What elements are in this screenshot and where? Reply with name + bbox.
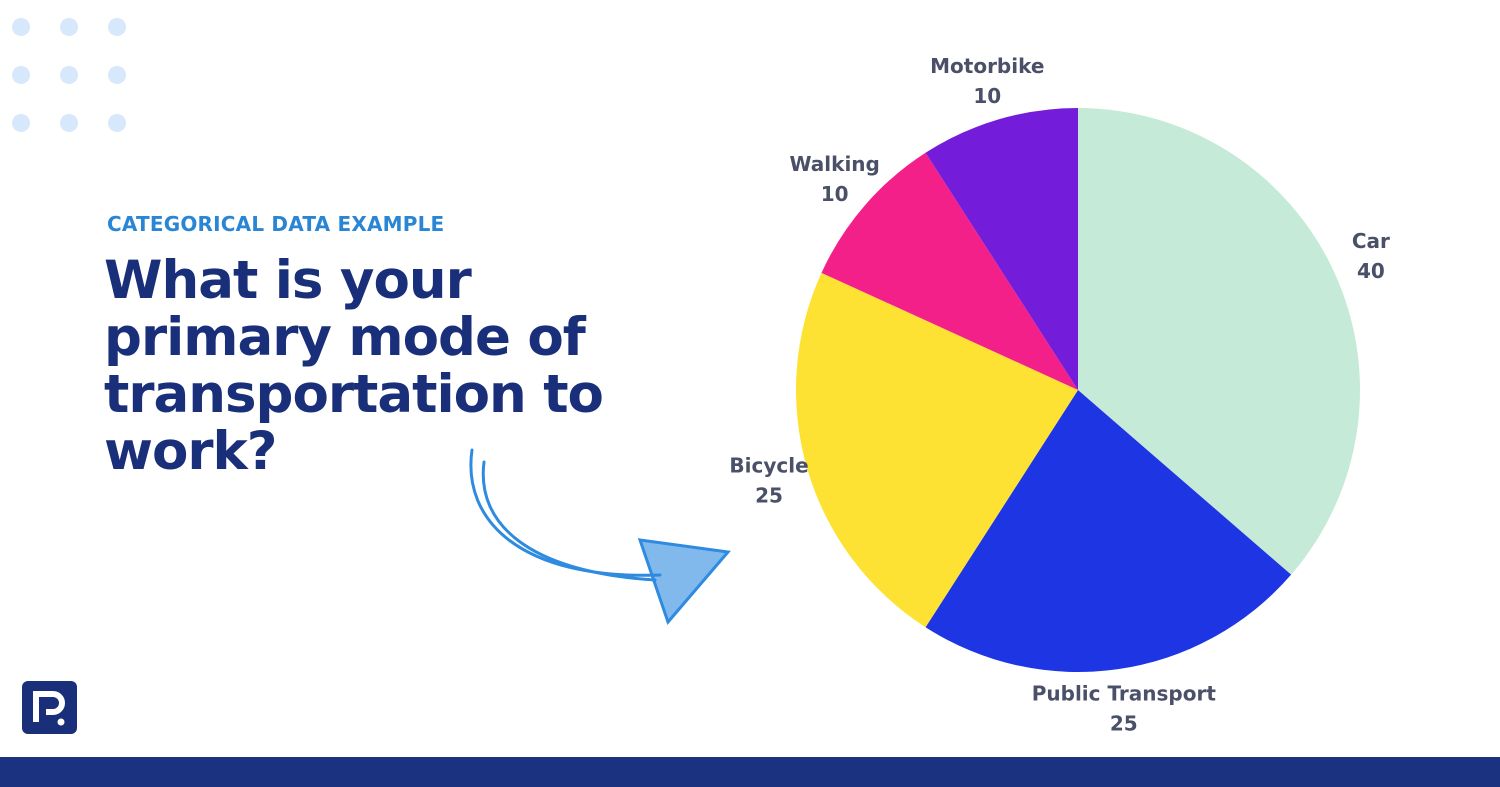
logo	[22, 681, 77, 734]
slice-label: Car	[1352, 229, 1390, 253]
value-label: 10	[821, 182, 849, 206]
value-label: 10	[973, 84, 1001, 108]
kicker: CATEGORICAL DATA EXAMPLE	[107, 212, 445, 236]
logo-mark	[33, 691, 65, 722]
pie-slice	[925, 390, 1292, 672]
pie-slice	[821, 152, 1078, 390]
slice-label: Walking	[789, 152, 879, 176]
slice-label: Public Transport	[1032, 682, 1217, 706]
logo-dot	[57, 718, 65, 726]
pie-slice	[795, 272, 1078, 628]
pie-slice	[925, 108, 1078, 390]
value-label: 25	[755, 484, 783, 508]
decor-dots	[12, 18, 126, 132]
slice-label: Bicycle	[729, 454, 808, 478]
value-label: 25	[1110, 712, 1138, 736]
slice-label: Motorbike	[930, 54, 1044, 78]
pie-slice	[1078, 108, 1360, 575]
chart-title: What is your primary mode of transportat…	[104, 250, 604, 482]
arrow	[469, 448, 731, 625]
footer-bar	[0, 757, 1500, 787]
value-label: 40	[1357, 259, 1385, 283]
